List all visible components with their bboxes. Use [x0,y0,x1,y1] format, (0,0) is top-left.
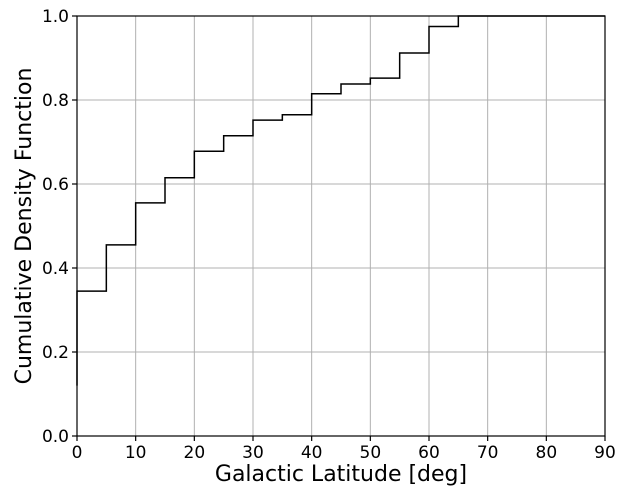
x-tick-label: 40 [301,443,323,463]
plot-frame [76,15,606,437]
x-tick-label: 20 [184,443,206,463]
x-tick-label: 0 [72,443,83,463]
x-tick-label: 90 [594,443,616,463]
y-tick-label: 0.8 [42,91,69,111]
y-tick-label: 1.0 [42,7,69,27]
y-tick-label: 0.6 [42,175,69,195]
y-tick-label: 0.2 [42,343,69,363]
y-axis-label: Cumulative Density Function [12,68,37,385]
grid-lines [76,15,606,437]
x-tick-label: 50 [360,443,382,463]
y-tick-label: 0.0 [42,427,69,447]
y-tick-label: 0.4 [42,259,69,279]
x-tick-label: 70 [477,443,499,463]
x-tick-label: 10 [125,443,147,463]
x-tick-label: 30 [242,443,264,463]
x-axis-label: Galactic Latitude [deg] [215,462,467,486]
cdf-step-line [76,15,605,386]
x-tick-label: 80 [536,443,558,463]
axis-ticks: 0 10 20 30 40 50 60 70 80 90 0.0 0.2 0.4 0.6 0.8 1.0 [42,7,616,463]
x-tick-label: 60 [418,443,440,463]
